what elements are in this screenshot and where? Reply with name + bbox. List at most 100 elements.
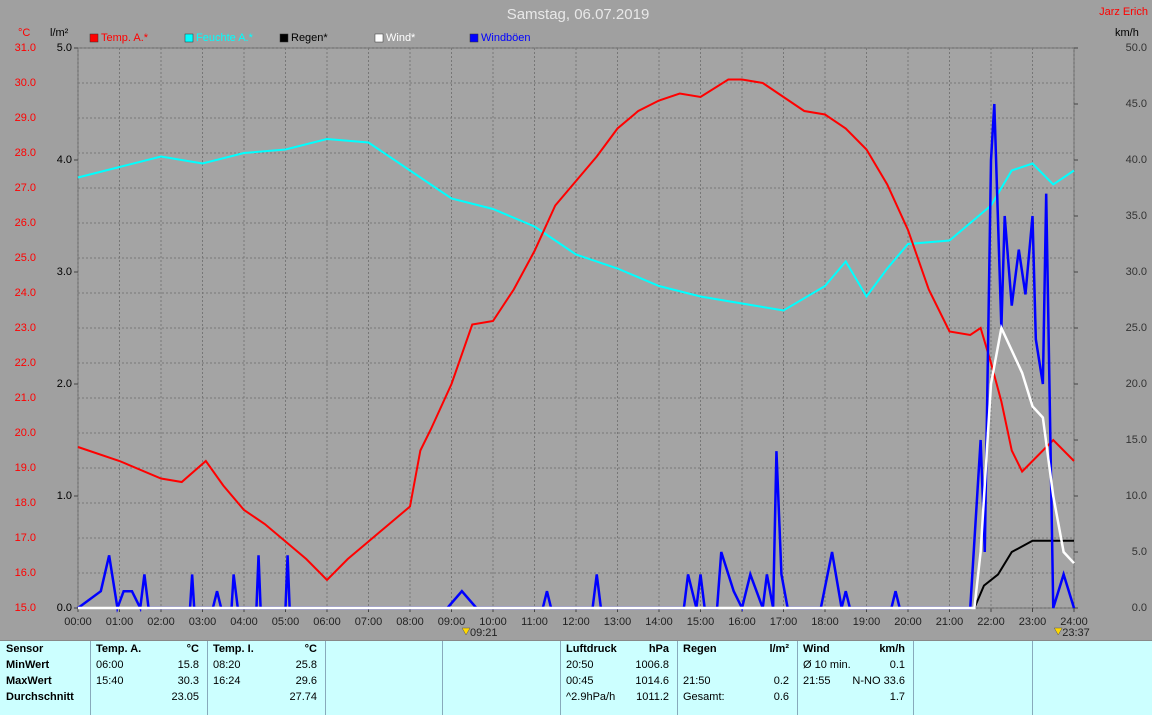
x-tick-label: 20:00 bbox=[894, 616, 922, 628]
x-tick-label: 13:00 bbox=[604, 616, 632, 628]
y2-tick-label: 35.0 bbox=[1126, 210, 1147, 222]
table-cell: 1.7 bbox=[889, 691, 905, 703]
table-cell: MinWert bbox=[6, 659, 50, 671]
table-cell: 16:24 bbox=[213, 675, 241, 687]
table-cell: 15:40 bbox=[96, 675, 124, 687]
table-cell: Durchschnitt bbox=[6, 691, 74, 703]
table-cell: 0.1 bbox=[889, 659, 905, 671]
table-cell: Luftdruck bbox=[566, 643, 617, 655]
author: Jarz Erich bbox=[1099, 6, 1148, 18]
y3-tick-label: 4.0 bbox=[57, 154, 72, 166]
table-cell: Temp. I. bbox=[213, 643, 254, 655]
table-cell: 21:50 bbox=[683, 675, 711, 687]
legend-label: Feuchte A.* bbox=[196, 32, 254, 44]
x-tick-label: 12:00 bbox=[562, 616, 590, 628]
table-cell: 29.6 bbox=[295, 675, 317, 687]
table-cell: Regen bbox=[683, 643, 717, 655]
x-tick-label: 01:00 bbox=[106, 616, 134, 628]
table-cell: l/m² bbox=[769, 643, 789, 655]
series-line bbox=[77, 78, 1075, 582]
table-cell: Temp. A. bbox=[96, 643, 142, 655]
y-tick-label: 23.0 bbox=[15, 322, 36, 334]
table-cell: 21:55 bbox=[803, 675, 831, 687]
x-tick-label: 05:00 bbox=[272, 616, 300, 628]
x-tick-label: 18:00 bbox=[811, 616, 839, 628]
y2-tick-label: 50.0 bbox=[1126, 42, 1147, 54]
x-tick-label: 00:00 bbox=[64, 616, 92, 628]
y3-tick-label: 3.0 bbox=[57, 266, 72, 278]
x-tick-label: 23:00 bbox=[1019, 616, 1047, 628]
summary-table: Sensor MinWert MaxWert Durchschnitt Temp. A.… bbox=[0, 640, 1152, 715]
y2-unit: km/h bbox=[1115, 27, 1139, 39]
legend-swatch bbox=[469, 33, 479, 43]
y-tick-label: 24.0 bbox=[15, 287, 36, 299]
series-line bbox=[77, 103, 1076, 613]
table-cell: 1006.8 bbox=[635, 659, 669, 671]
table-cell: 23.05 bbox=[171, 691, 199, 703]
y-tick-label: 19.0 bbox=[15, 462, 36, 474]
table-cell: 08:20 bbox=[213, 659, 241, 671]
y-tick-label: 25.0 bbox=[15, 252, 36, 264]
table-cell: MaxWert bbox=[6, 675, 52, 687]
table-cell: hPa bbox=[648, 643, 669, 655]
y2-tick-label: 0.0 bbox=[1132, 602, 1147, 614]
y2-tick-label: 45.0 bbox=[1126, 98, 1147, 110]
column-divider bbox=[1032, 641, 1033, 715]
table-cell: km/h bbox=[879, 643, 905, 655]
table-cell: Wind bbox=[803, 643, 830, 655]
legend-swatch bbox=[279, 33, 289, 43]
x-tick-label: 06:00 bbox=[313, 616, 341, 628]
column-divider bbox=[207, 641, 208, 715]
y-tick-label: 27.0 bbox=[15, 182, 36, 194]
x-tick-label: 15:00 bbox=[687, 616, 715, 628]
y2-tick-label: 20.0 bbox=[1126, 378, 1147, 390]
column-divider bbox=[442, 641, 443, 715]
x-tick-label: 10:00 bbox=[479, 616, 507, 628]
column-divider bbox=[677, 641, 678, 715]
y-tick-label: 28.0 bbox=[15, 147, 36, 159]
column-divider bbox=[797, 641, 798, 715]
legend-label: Windböen bbox=[481, 32, 531, 44]
y2-tick-label: 40.0 bbox=[1126, 154, 1147, 166]
table-cell: 30.3 bbox=[177, 675, 199, 687]
x-tick-label: 04:00 bbox=[230, 616, 258, 628]
column-divider bbox=[90, 641, 91, 715]
table-cell: 00:45 bbox=[566, 675, 594, 687]
x-tick-label: 09:00 bbox=[438, 616, 466, 628]
chart: Samstag, 06.07.2019 Jarz Erich °C l/m² k… bbox=[15, 6, 1148, 639]
y-tick-label: 29.0 bbox=[15, 112, 36, 124]
y2-tick-label: 10.0 bbox=[1126, 490, 1147, 502]
x-tick-label: 14:00 bbox=[645, 616, 673, 628]
x-tick-label: 11:00 bbox=[521, 616, 548, 628]
table-cell: 0.2 bbox=[773, 675, 789, 687]
y2-tick-label: 15.0 bbox=[1126, 434, 1147, 446]
series-line bbox=[78, 323, 1075, 610]
y3-tick-label: 5.0 bbox=[57, 42, 72, 54]
annotation-label: 23:37 bbox=[1062, 627, 1090, 639]
y-tick-label: 26.0 bbox=[15, 217, 36, 229]
x-tick-label: 17:00 bbox=[770, 616, 798, 628]
y-tick-label: 18.0 bbox=[15, 497, 36, 509]
table-cell: 1014.6 bbox=[635, 675, 669, 687]
chart-title: Samstag, 06.07.2019 bbox=[507, 6, 650, 23]
column-divider bbox=[560, 641, 561, 715]
y-tick-label: 17.0 bbox=[15, 532, 36, 544]
legend-label: Wind* bbox=[386, 32, 416, 44]
y2-tick-label: 25.0 bbox=[1126, 322, 1147, 334]
marker bbox=[1053, 627, 1063, 636]
table-cell: 06:00 bbox=[96, 659, 124, 671]
x-tick-label: 16:00 bbox=[728, 616, 756, 628]
y-tick-label: 22.0 bbox=[15, 357, 36, 369]
y3-tick-label: 2.0 bbox=[57, 378, 72, 390]
table-cell: N-NO 33.6 bbox=[852, 675, 905, 687]
table-cell: Sensor bbox=[6, 643, 44, 655]
x-tick-label: 08:00 bbox=[396, 616, 424, 628]
marker bbox=[461, 627, 471, 636]
y2-tick-label: 5.0 bbox=[1132, 546, 1147, 558]
table-cell: °C bbox=[304, 643, 317, 655]
table-cell: °C bbox=[186, 643, 199, 655]
y-tick-label: 31.0 bbox=[15, 42, 36, 54]
column-divider bbox=[325, 641, 326, 715]
table-cell: Gesamt: bbox=[683, 691, 725, 703]
